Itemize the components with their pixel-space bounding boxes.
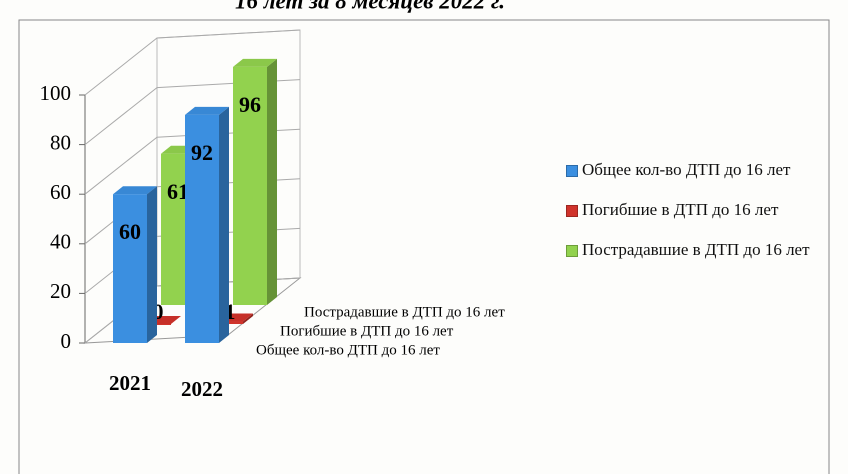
y-tick-label: 80	[50, 130, 71, 154]
bar-top	[233, 58, 277, 67]
bar-top	[185, 106, 229, 115]
bar	[113, 194, 147, 343]
depth-label: Погибшие в ДТП до 16 лет	[280, 323, 454, 339]
data-label: 96	[239, 92, 261, 117]
y-tick-label: 40	[50, 230, 71, 254]
legend-label: Погибшие в ДТП до 16 лет	[582, 200, 779, 219]
data-label: 61	[167, 179, 189, 204]
data-label: 60	[119, 219, 141, 244]
bar-top	[113, 186, 157, 195]
legend-item: Погибшие в ДТП до 16 лет	[566, 198, 828, 222]
depth-label: Пострадавшие в ДТП до 16 лет	[304, 304, 505, 320]
legend-label: Общее кол-во ДТП до 16 лет	[582, 160, 791, 179]
legend-swatch	[566, 245, 578, 257]
bar-side	[147, 186, 157, 343]
bar	[185, 114, 219, 343]
bar-side	[267, 58, 277, 305]
bar-side	[243, 313, 253, 324]
legend-item: Пострадавшие в ДТП до 16 лет	[566, 238, 828, 262]
data-label: 92	[191, 140, 213, 165]
chart-title: 16 лет за 8 месяцев 2022 г.	[235, 0, 505, 13]
plot: 0 20 40 60 80 100 61 96 0 1 60 92 2021 2022 Общее кол-…	[40, 29, 505, 401]
legend-item: Общее кол-во ДТП до 16 лет	[566, 158, 828, 182]
y-tick-label: 0	[61, 329, 72, 353]
x-tick-label: 2022	[181, 377, 223, 401]
data-label: 0	[153, 299, 164, 324]
legend-swatch	[566, 205, 578, 217]
depth-label: Общее кол-во ДТП до 16 лет	[256, 342, 440, 358]
x-tick-label: 2021	[109, 371, 151, 395]
legend-label: Пострадавшие в ДТП до 16 лет	[582, 240, 810, 259]
y-tick-label: 60	[50, 180, 71, 204]
legend-swatch	[566, 165, 578, 177]
y-tick-label: 100	[40, 81, 72, 105]
data-label: 1	[225, 299, 236, 324]
legend: Общее кол-во ДТП до 16 лет Погибшие в ДТП…	[566, 158, 828, 278]
grid-line	[84, 29, 301, 96]
frame	[18, 19, 830, 474]
y-tick-label: 20	[50, 279, 71, 303]
bar	[233, 66, 267, 305]
bar-side	[219, 106, 229, 343]
